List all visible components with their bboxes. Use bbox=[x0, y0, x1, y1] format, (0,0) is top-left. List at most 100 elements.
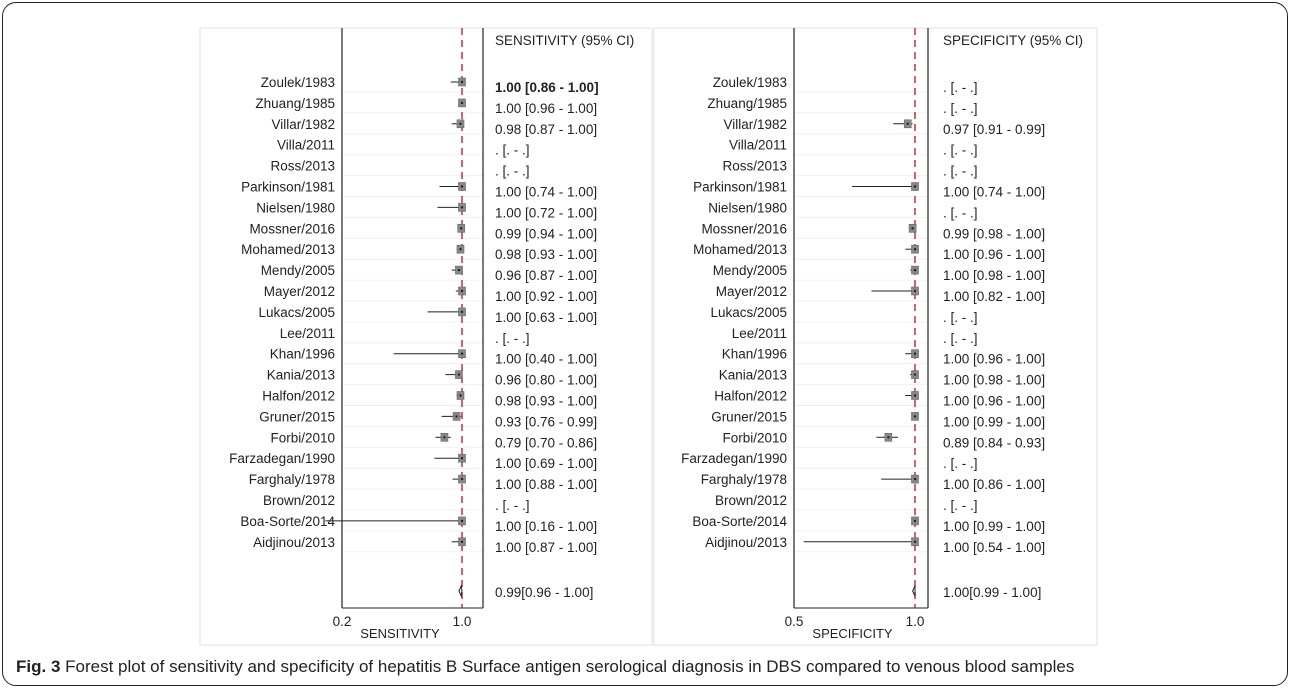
ci-label: 1.00 [0.88 - 1.00] bbox=[495, 477, 597, 492]
ci-label: . [. - .] bbox=[495, 498, 530, 513]
ci-label: . [. - .] bbox=[495, 331, 530, 346]
study-label: Mohamed/2013 bbox=[693, 242, 787, 257]
ci-label: 0.99 [0.94 - 1.00] bbox=[495, 226, 597, 241]
point-center bbox=[911, 227, 914, 230]
study-label: Mohamed/2013 bbox=[241, 242, 335, 257]
point-center bbox=[459, 394, 462, 397]
point-center bbox=[913, 540, 917, 543]
ci-header-1: SPECIFICITY (95% CI) bbox=[943, 33, 1083, 48]
study-label: Farzadegan/1990 bbox=[229, 451, 335, 466]
ci-label: . [. - .] bbox=[495, 164, 530, 179]
ci-label: 0.89 [0.84 - 0.93] bbox=[943, 435, 1045, 450]
point-center bbox=[460, 352, 464, 355]
study-label: Forbi/2010 bbox=[722, 430, 787, 445]
point-center bbox=[460, 185, 464, 188]
study-label: Brown/2012 bbox=[715, 493, 787, 508]
ci-label: 1.00 [0.96 - 1.00] bbox=[943, 352, 1045, 367]
study-label: Aidjinou/2013 bbox=[253, 535, 335, 550]
point-center bbox=[455, 415, 458, 418]
ci-label: . [. - .] bbox=[943, 456, 978, 471]
ci-label: 1.00 [0.86 - 1.00] bbox=[495, 80, 599, 95]
study-label: Gruner/2015 bbox=[711, 409, 787, 424]
point-center bbox=[460, 227, 463, 230]
point-center bbox=[913, 477, 917, 481]
study-label: Farghaly/1978 bbox=[249, 472, 335, 487]
study-label: Nielsen/1980 bbox=[256, 200, 335, 215]
ci-label: 1.00 [0.87 - 1.00] bbox=[495, 540, 597, 555]
ci-label: 0.98 [0.87 - 1.00] bbox=[495, 122, 597, 137]
study-label: Mossner/2016 bbox=[701, 221, 787, 236]
point-center bbox=[460, 540, 464, 543]
point-center bbox=[913, 394, 917, 397]
point-center bbox=[460, 457, 464, 460]
ci-label: 1.00 [0.86 - 1.00] bbox=[943, 477, 1045, 492]
point-center bbox=[913, 268, 917, 272]
point-center bbox=[913, 289, 917, 293]
panel-border-0 bbox=[199, 27, 653, 646]
study-label: Villa/2011 bbox=[729, 138, 787, 153]
study-label: Villar/1982 bbox=[723, 117, 787, 132]
point-center bbox=[913, 248, 917, 251]
ci-label: 0.98 [0.93 - 1.00] bbox=[495, 247, 597, 262]
ci-label: 0.99 [0.98 - 1.00] bbox=[943, 226, 1045, 241]
study-label: Mayer/2012 bbox=[716, 284, 787, 299]
x-axis-label: SPECIFICITY bbox=[812, 626, 893, 641]
ci-label: 1.00 [0.92 - 1.00] bbox=[495, 289, 597, 304]
ci-label: 1.00 [0.99 - 1.00] bbox=[943, 519, 1045, 534]
study-label: Nielsen/1980 bbox=[708, 200, 787, 215]
ci-label: 1.00 [0.74 - 1.00] bbox=[943, 185, 1045, 200]
ci-label: . [. - .] bbox=[943, 205, 978, 220]
point-center bbox=[887, 436, 890, 439]
point-center bbox=[460, 101, 464, 105]
point-center bbox=[459, 248, 462, 251]
study-label: Parkinson/1981 bbox=[693, 180, 787, 195]
point-center bbox=[913, 352, 917, 355]
x-tick-label: 0.5 bbox=[785, 614, 804, 629]
ci-label: 1.00 [0.72 - 1.00] bbox=[495, 205, 597, 220]
study-label: Forbi/2010 bbox=[270, 430, 335, 445]
ci-label: . [. - .] bbox=[943, 498, 978, 513]
study-label: Mendy/2005 bbox=[261, 263, 335, 278]
study-label: Zhuang/1985 bbox=[255, 96, 335, 111]
study-label: Ross/2013 bbox=[722, 159, 787, 174]
study-label: Gruner/2015 bbox=[259, 409, 335, 424]
study-label: Kania/2013 bbox=[267, 368, 335, 383]
caption-text: Forest plot of sensitivity and specifici… bbox=[60, 657, 1075, 676]
study-label: Boa-Sorte/2014 bbox=[692, 514, 787, 529]
ci-label: . [. - .] bbox=[943, 80, 978, 95]
study-label: Zoulek/1983 bbox=[261, 75, 335, 90]
study-label: Aidjinou/2013 bbox=[705, 535, 787, 550]
pooled-label: 0.99[0.96 - 1.00] bbox=[495, 585, 593, 600]
ci-label: . [. - .] bbox=[943, 331, 978, 346]
ci-label: 1.00 [0.16 - 1.00] bbox=[495, 519, 597, 534]
study-label: Farzadegan/1990 bbox=[681, 451, 787, 466]
ci-label: 1.00 [0.96 - 1.00] bbox=[495, 101, 597, 116]
study-label: Halfon/2012 bbox=[262, 389, 335, 404]
ci-label: . [. - .] bbox=[943, 143, 978, 158]
ci-label: . [. - .] bbox=[943, 101, 978, 116]
point-center bbox=[460, 289, 464, 293]
ci-label: 1.00 [0.98 - 1.00] bbox=[943, 268, 1045, 283]
study-label: Lee/2011 bbox=[280, 326, 335, 341]
x-tick-label: 1.0 bbox=[906, 614, 925, 629]
ci-label: 0.97 [0.91 - 0.99] bbox=[943, 122, 1045, 137]
ci-label: 1.00 [0.54 - 1.00] bbox=[943, 540, 1045, 555]
pooled-diamond bbox=[458, 584, 463, 598]
point-center bbox=[460, 477, 464, 481]
study-label: Villar/1982 bbox=[271, 117, 335, 132]
point-center bbox=[906, 122, 909, 126]
ci-label: 0.79 [0.70 - 0.86] bbox=[495, 435, 597, 450]
study-label: Zhuang/1985 bbox=[707, 96, 787, 111]
ci-label: 1.00 [0.82 - 1.00] bbox=[943, 289, 1045, 304]
study-label: Mayer/2012 bbox=[264, 284, 335, 299]
study-label: Mossner/2016 bbox=[249, 221, 335, 236]
point-center bbox=[460, 310, 464, 314]
pooled-label: 1.00[0.99 - 1.00] bbox=[943, 585, 1041, 600]
study-label: Parkinson/1981 bbox=[241, 180, 335, 195]
study-label: Mendy/2005 bbox=[713, 263, 787, 278]
point-center bbox=[460, 206, 464, 209]
ci-label: 0.96 [0.80 - 1.00] bbox=[495, 373, 597, 388]
point-center bbox=[460, 80, 464, 84]
